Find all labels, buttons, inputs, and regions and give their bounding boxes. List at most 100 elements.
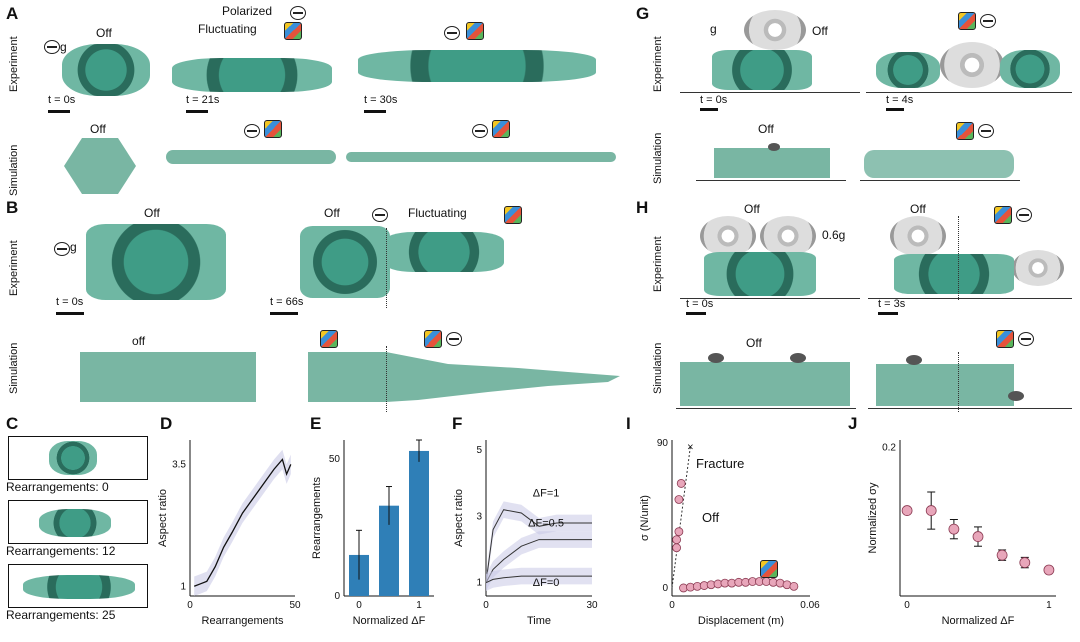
sim-spread xyxy=(166,150,336,164)
series-line xyxy=(485,539,592,583)
divider-line xyxy=(386,228,387,308)
timestamp-a-1: t = 21s xyxy=(186,94,220,106)
robot-swarm-elongated xyxy=(358,50,596,82)
weight-plate xyxy=(700,216,756,256)
x-axis-title: Time xyxy=(527,615,551,627)
scale-bar xyxy=(878,312,898,315)
x-tick-label: 0 xyxy=(187,600,193,611)
y-axis-title: Aspect ratio xyxy=(453,489,465,547)
data-point xyxy=(925,505,937,516)
fluctuating-icon xyxy=(424,330,442,348)
off-label-i: Off xyxy=(702,510,720,525)
weight-plate xyxy=(744,10,806,50)
sim-fracture xyxy=(308,352,620,402)
data-point xyxy=(1043,564,1055,576)
robot-swarm-stretched xyxy=(384,232,504,272)
sim-label-off-b: off xyxy=(132,334,146,348)
data-point xyxy=(996,549,1008,561)
fit-line xyxy=(671,446,691,589)
weight-plate xyxy=(760,216,816,256)
timestamp-h-0: t = 0s xyxy=(686,298,714,310)
y-axis-title: Normalized σy xyxy=(867,482,879,553)
data-point xyxy=(672,535,681,545)
row-label-simulation-a: Simulation xyxy=(8,144,20,196)
x-tick-label: 0.06 xyxy=(800,600,820,611)
polarized-icon xyxy=(372,208,388,222)
label-off-b2: Off xyxy=(324,206,340,220)
fracture-marker: × xyxy=(687,441,693,453)
x-axis-title: Rearrangements xyxy=(202,615,284,627)
ground-line xyxy=(680,92,860,93)
polarized-icon xyxy=(244,124,260,138)
x-tick-label: 0 xyxy=(483,600,489,611)
y-tick-label: 0 xyxy=(334,591,340,602)
sim-weights xyxy=(906,355,1024,401)
g-direction-icon xyxy=(54,242,70,256)
label-fluctuating-a: Fluctuating xyxy=(198,22,257,36)
scale-bar xyxy=(364,110,386,113)
y-tick-label: 50 xyxy=(329,454,341,465)
series-label: ΔF=1 xyxy=(533,487,560,499)
x-axis-title: Displacement (m) xyxy=(698,615,784,627)
scale-bar xyxy=(700,108,718,111)
polarized-off-icon xyxy=(980,14,996,28)
scale-bar xyxy=(270,312,298,315)
inset-rearrangement-12 xyxy=(8,500,148,544)
label-off-b: Off xyxy=(144,206,160,220)
fluctuating-icon xyxy=(994,206,1012,224)
rearrangements-label-25: Rearrangements: 25 xyxy=(6,608,116,622)
data-point xyxy=(674,495,684,504)
weight-plate xyxy=(890,216,946,256)
sim-weights xyxy=(708,353,806,363)
ground-line xyxy=(680,298,860,299)
scale-bar xyxy=(886,108,904,111)
data-point xyxy=(674,527,684,537)
robot-swarm-stack xyxy=(712,50,812,90)
scale-bar xyxy=(56,312,84,315)
row-label-simulation-g: Simulation xyxy=(652,132,664,184)
x-tick-label: 50 xyxy=(289,600,301,611)
ground-line xyxy=(860,180,1020,181)
y-tick-label: 3.5 xyxy=(172,459,186,470)
sim-rectangle xyxy=(80,352,256,402)
label-g-b: g xyxy=(70,240,77,254)
data-point xyxy=(672,543,681,553)
panel-label-g: G xyxy=(636,4,650,23)
sim-failing xyxy=(876,364,1014,406)
fluctuating-icon xyxy=(284,22,302,40)
panel-label-e: E xyxy=(310,414,322,433)
data-point xyxy=(972,531,984,542)
label-polarized-a: Polarized xyxy=(222,4,273,18)
robot-swarm-failing xyxy=(894,254,1014,294)
polarized-icon xyxy=(290,6,306,20)
y-tick-label: 5 xyxy=(476,445,482,456)
row-label-experiment-b: Experiment xyxy=(8,240,20,296)
timestamp-b-0: t = 0s xyxy=(56,296,84,308)
y-axis-title: Aspect ratio xyxy=(157,489,169,547)
x-tick-label: 1 xyxy=(416,600,422,611)
divider-line xyxy=(958,216,959,300)
g-direction-icon xyxy=(44,40,60,54)
series-line xyxy=(485,575,592,584)
chart-i: Displacement (m) σ (N/unit) × 0 0.06 0 90 xyxy=(639,438,820,627)
scale-bar xyxy=(48,110,70,113)
ground-line xyxy=(868,408,1072,409)
sim-stack xyxy=(714,148,830,178)
sim-weight xyxy=(768,143,780,151)
panel-label-j: J xyxy=(848,414,858,433)
timestamp-h-1: t = 3s xyxy=(878,298,906,310)
inset-rearrangement-0 xyxy=(8,436,148,480)
robot-swarm-fracturing xyxy=(300,226,390,298)
row-label-experiment-g: Experiment xyxy=(652,36,664,92)
timestamp-b-1: t = 66s xyxy=(270,296,304,308)
series-label: ΔF=0 xyxy=(533,577,560,589)
inset-rearrangement-25 xyxy=(8,564,148,608)
bar xyxy=(409,450,429,596)
divider-line xyxy=(386,346,387,412)
timestamp-g-0: t = 0s xyxy=(700,94,728,106)
y-tick-label: 1 xyxy=(476,578,482,589)
x-tick-label: 0 xyxy=(904,600,910,611)
y-axis-title: σ (N/unit) xyxy=(639,495,651,541)
fluctuating-icon xyxy=(956,122,974,140)
robot-swarm-spreading xyxy=(172,58,332,92)
